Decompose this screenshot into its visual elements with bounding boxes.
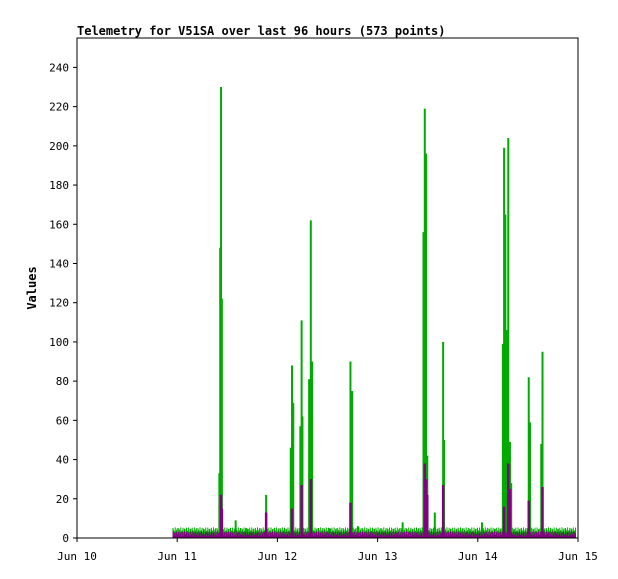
y-tick-label: 40	[56, 454, 69, 467]
y-tick-label: 0	[62, 532, 69, 545]
x-tick-label: Jun 15	[558, 550, 598, 563]
y-tick-label: 240	[49, 61, 69, 74]
x-tick-label: Jun 12	[258, 550, 298, 563]
x-tick-label: Jun 13	[358, 550, 398, 563]
chart-title: Telemetry for V51SA over last 96 hours (…	[77, 24, 445, 38]
y-tick-label: 180	[49, 179, 69, 192]
plot-area-frame	[76, 37, 579, 539]
y-tick-label: 120	[49, 297, 69, 310]
series-layer	[172, 87, 576, 538]
y-tick-label: 140	[49, 257, 69, 270]
y-tick-label: 60	[56, 414, 69, 427]
y-tick-label: 80	[56, 375, 69, 388]
x-tick-label: Jun 14	[458, 550, 498, 563]
series-2	[172, 463, 576, 538]
series-1	[172, 87, 576, 538]
y-tick-label: 100	[49, 336, 69, 349]
y-tick-label: 220	[49, 101, 69, 114]
y-tick-label: 200	[49, 140, 69, 153]
y-tick-label: 160	[49, 218, 69, 231]
x-axis: Jun 10 Jun 11 Jun 12 Jun 13 Jun 14 Jun 15	[57, 538, 598, 563]
x-tick-label: Jun 10	[57, 550, 97, 563]
y-tick-label: 20	[56, 493, 69, 506]
y-axis-label: Values	[25, 266, 39, 309]
y-axis: 0 20 40 60 80 100 120 140 160 180 200 220 240	[49, 61, 77, 545]
x-tick-label: Jun 11	[157, 550, 197, 563]
series-noise	[172, 531, 576, 538]
